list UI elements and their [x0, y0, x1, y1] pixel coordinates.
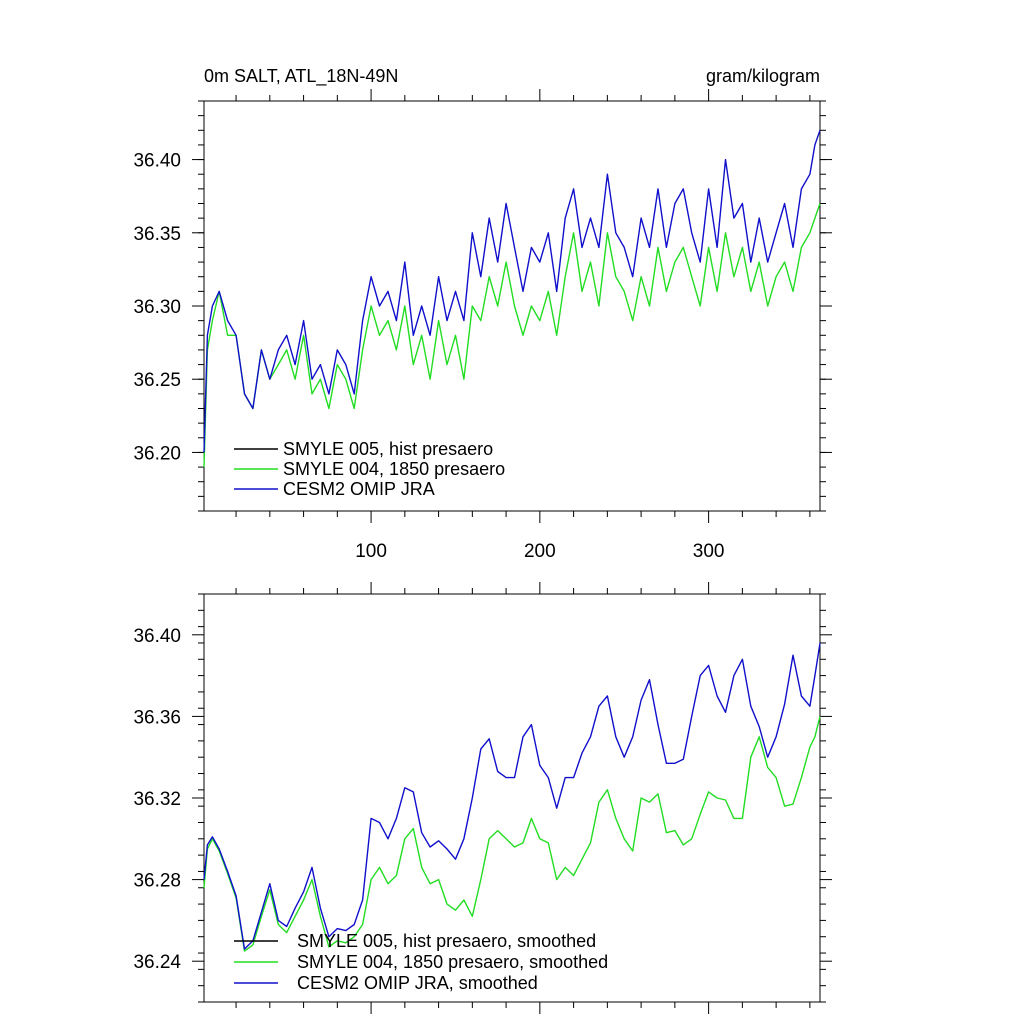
- legend-label: SMYLE 005, hist presaero, smoothed: [297, 931, 596, 951]
- chart-title: 0m SALT, ATL_18N-49N: [204, 66, 398, 87]
- series-line: [203, 716, 821, 952]
- x-tick-label: 300: [693, 541, 725, 562]
- legend-label: CESM2 OMIP JRA: [283, 479, 435, 499]
- smoothed-panel: 36.24 36.28 36.32 36.36 36.40 SMYLE 005, hist…: [133, 582, 832, 1014]
- y-tick-label: 36.35: [133, 224, 181, 245]
- daily-panel: 36.20 36.25 36.30 36.35 36.40 100 200 300 SMYLE …: [133, 89, 832, 562]
- y-tick-label: 36.28: [133, 871, 181, 892]
- y-tick-label: 36.32: [133, 789, 181, 810]
- legend-label: SMYLE 004, 1850 presaero: [283, 459, 505, 479]
- y-tick-label: 36.24: [133, 952, 181, 973]
- y-tick-label: 36.20: [133, 443, 181, 464]
- legend-label: SMYLE 004, 1850 presaero, smoothed: [297, 952, 608, 972]
- y-tick-label: 36.30: [133, 297, 181, 318]
- legend-label: CESM2 OMIP JRA, smoothed: [297, 973, 538, 993]
- x-tick-label: 200: [524, 541, 556, 562]
- y-tick-label: 36.40: [133, 151, 181, 172]
- y-tick-label: 36.36: [133, 707, 181, 728]
- y-tick-label: 36.25: [133, 370, 181, 391]
- chart-units: gram/kilogram: [706, 66, 820, 86]
- y-tick-label: 36.40: [133, 626, 181, 647]
- series-line: [203, 642, 821, 950]
- legend-label: SMYLE 005, hist presaero: [283, 439, 493, 459]
- series-line: [203, 203, 821, 468]
- series-line: [203, 130, 821, 453]
- x-tick-label: 100: [355, 541, 387, 562]
